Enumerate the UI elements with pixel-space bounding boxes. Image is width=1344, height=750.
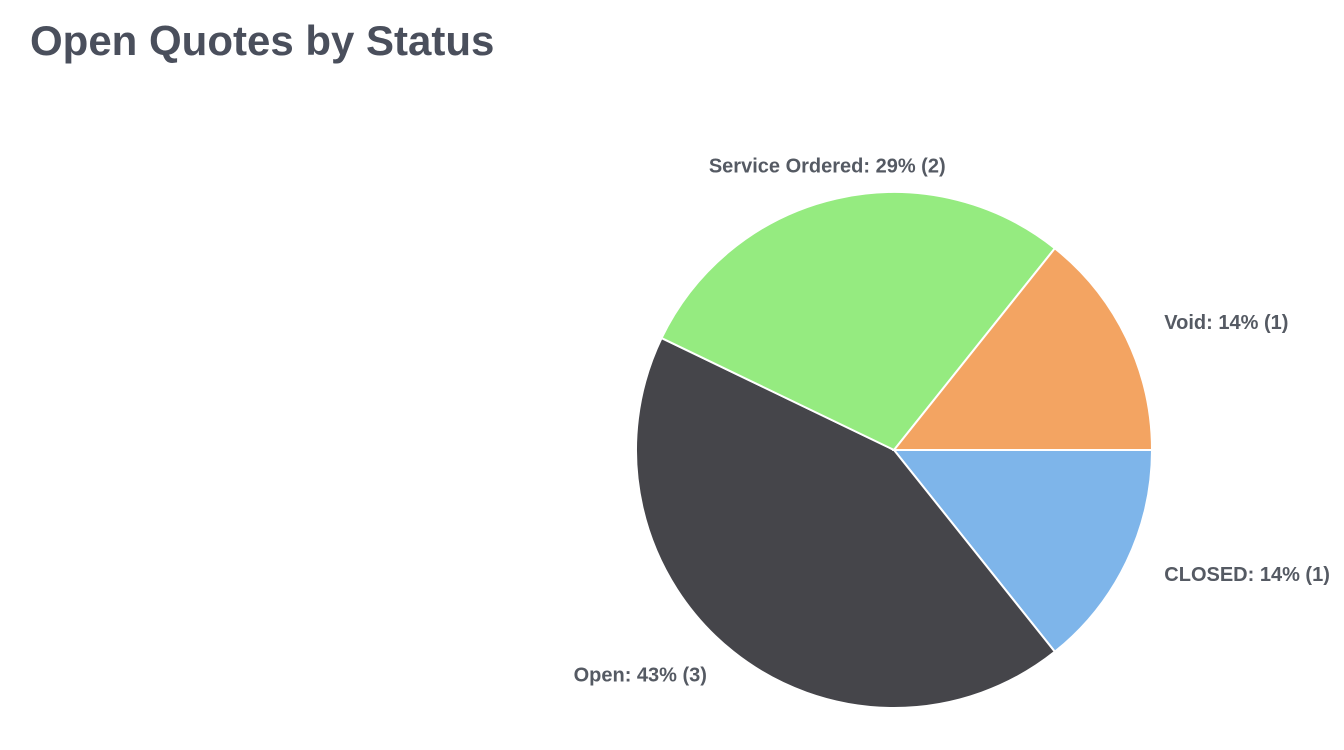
slice-label: Open: 43% (3)	[574, 665, 707, 687]
slice-label: Service Ordered: 29% (2)	[709, 156, 946, 178]
slice-value-label: 14% (1)	[1218, 312, 1288, 334]
slice-category: Service Ordered	[709, 156, 864, 178]
label-separator: :	[625, 665, 637, 687]
pie-slice	[635, 336, 1057, 710]
label-separator: :	[1248, 564, 1260, 586]
slice-category: CLOSED	[1164, 564, 1247, 586]
slice-category: Void	[1164, 312, 1206, 334]
pie-slice	[660, 191, 1057, 452]
chart-title: Open Quotes by Status	[30, 17, 494, 64]
label-separator: :	[863, 156, 875, 178]
slice-value-label: 29% (2)	[876, 156, 946, 178]
slice-value-label: 14% (1)	[1260, 564, 1330, 586]
slice-category: Open	[574, 665, 625, 687]
slice-label: Void: 14% (1)	[1164, 312, 1288, 334]
pie	[635, 191, 1154, 710]
slice-value-label: 43% (3)	[637, 665, 707, 687]
pie-slice	[891, 246, 1154, 451]
slice-label: CLOSED: 14% (1)	[1164, 564, 1330, 586]
label-separator: :	[1206, 312, 1218, 334]
pie-slice	[891, 449, 1154, 654]
labels: CLOSED: 14% (1) Open: 43% (3) Service Orde…	[574, 156, 1330, 687]
